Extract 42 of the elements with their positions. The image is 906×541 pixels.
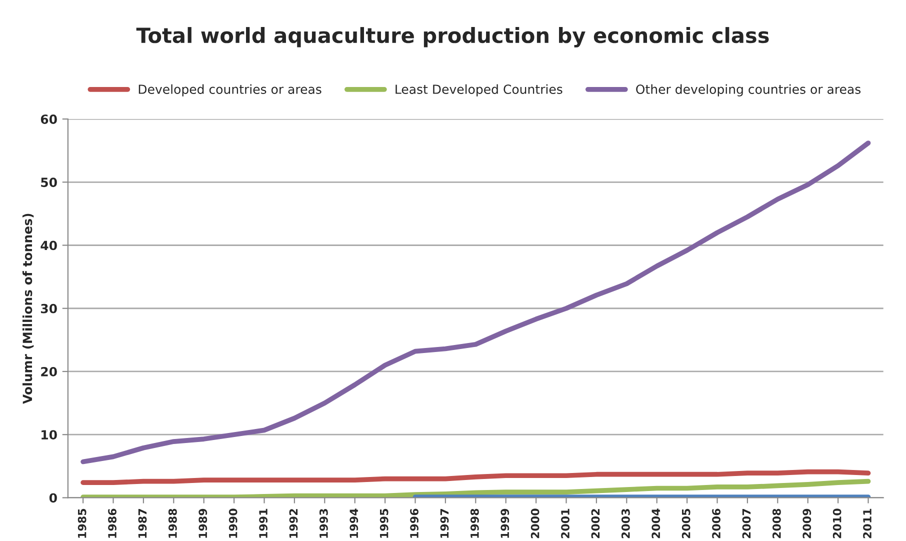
legend-label: Least Developed Countries	[396, 84, 562, 96]
x-tick-label: 2004	[652, 508, 660, 538]
y-tick-label: 10	[42, 430, 57, 440]
y-axis-title: Volumr (Millions of tonnes)	[22, 214, 34, 404]
legend-label: Other developing countries or areas	[636, 84, 861, 96]
x-tick-label: 2003	[621, 509, 630, 538]
y-tick-label: 0	[49, 493, 57, 503]
x-tick-label: 2007	[742, 509, 751, 538]
chart-title: Total world aquaculture production by economic class	[136, 27, 769, 48]
legend-label: Developed countries or areas	[138, 84, 322, 96]
x-tick-label: 1988	[168, 508, 177, 538]
x-tick-label: 1992	[289, 509, 298, 538]
x-tick-label: 1990	[228, 508, 238, 538]
line-series	[80, 478, 871, 498]
x-tick-label: 2000	[530, 508, 540, 538]
x-tick-label: 2008	[772, 508, 781, 538]
x-tick-label: 1998	[470, 508, 479, 538]
x-tick-label: 1985	[78, 508, 86, 538]
x-tick-label: 1987	[138, 509, 147, 538]
x-tick-label: 2002	[591, 509, 600, 538]
x-tick-label: 2011	[863, 508, 872, 538]
x-tick-label: 1999	[500, 508, 510, 538]
y-tick-label: 40	[40, 240, 57, 250]
x-tick-label: 1997	[440, 509, 449, 538]
y-tick-label: 30	[40, 304, 57, 314]
x-tick-label: 1994	[350, 508, 358, 538]
x-tick-label: 2010	[832, 508, 842, 538]
line-series	[80, 140, 871, 464]
x-tick-label: 2006	[712, 508, 720, 538]
line-series	[80, 469, 871, 485]
y-tick-label: 20	[41, 366, 57, 376]
x-tick-label: 2009	[802, 508, 812, 538]
x-tick-label: 1993	[319, 509, 328, 538]
x-tick-label: 1991	[259, 508, 268, 538]
y-tick-label: 60	[40, 114, 57, 124]
x-tick-label: 1989	[198, 508, 208, 538]
x-tick-label: 1995	[380, 508, 388, 538]
y-tick-label: 50	[41, 178, 57, 188]
x-tick-label: 1996	[410, 508, 418, 538]
x-tick-label: 2005	[682, 508, 690, 538]
x-tick-label: 1986	[108, 508, 116, 538]
x-tick-label: 2001	[561, 508, 570, 538]
